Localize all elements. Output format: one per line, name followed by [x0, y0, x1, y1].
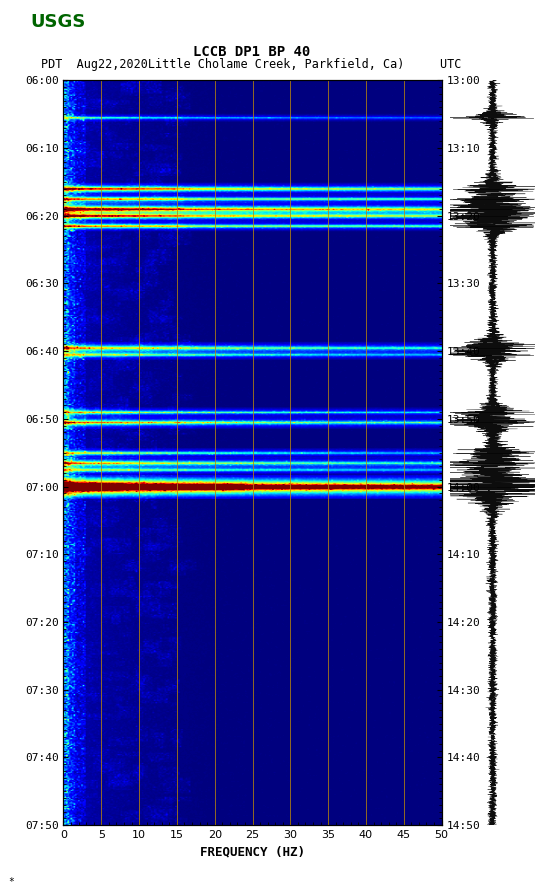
- Text: *: *: [8, 877, 14, 887]
- Text: LCCB DP1 BP 40: LCCB DP1 BP 40: [193, 45, 310, 59]
- Text: USGS: USGS: [30, 13, 86, 31]
- Text: PDT  Aug22,2020Little Cholame Creek, Parkfield, Ca)     UTC: PDT Aug22,2020Little Cholame Creek, Park…: [41, 58, 461, 70]
- X-axis label: FREQUENCY (HZ): FREQUENCY (HZ): [200, 846, 305, 858]
